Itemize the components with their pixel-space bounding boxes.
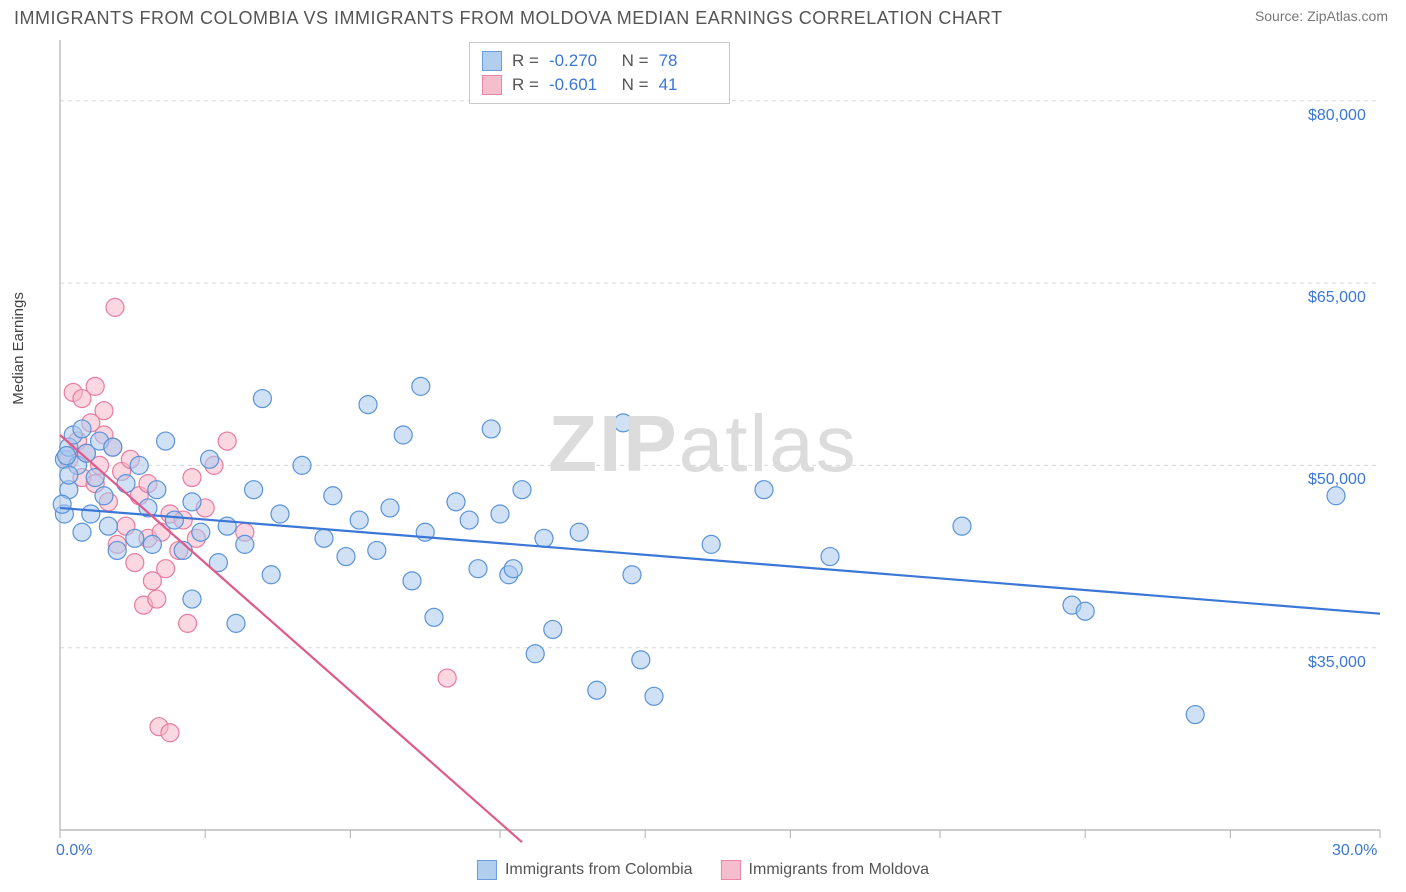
- source-attribution: Source: ZipAtlas.com: [1255, 8, 1388, 24]
- n-label: N =: [617, 73, 649, 97]
- legend-swatch: [477, 860, 497, 880]
- y-tick-label: $50,000: [1308, 471, 1366, 489]
- n-value: 41: [659, 73, 717, 97]
- legend-swatch: [721, 860, 741, 880]
- x-tick-label: 0.0%: [56, 842, 92, 860]
- n-label: N =: [617, 49, 649, 73]
- r-label: R =: [512, 73, 539, 97]
- series-swatch: [482, 51, 502, 71]
- legend-label: Immigrants from Colombia: [505, 861, 693, 879]
- r-label: R =: [512, 49, 539, 73]
- legend-item: Immigrants from Moldova: [721, 860, 930, 880]
- y-tick-label: $35,000: [1308, 654, 1366, 672]
- y-tick-label: $80,000: [1308, 107, 1366, 125]
- x-tick-label: 30.0%: [1332, 842, 1377, 860]
- chart-container: Median Earnings ZIPatlas $35,000$50,000$…: [14, 40, 1392, 882]
- series-legend: Immigrants from Colombia Immigrants from …: [477, 860, 929, 880]
- series-swatch: [482, 75, 502, 95]
- chart-title: IMMIGRANTS FROM COLOMBIA VS IMMIGRANTS F…: [14, 8, 1003, 29]
- correlation-stats-box: R = -0.270 N = 78R = -0.601 N = 41: [469, 42, 730, 104]
- r-value: -0.601: [549, 73, 607, 97]
- y-tick-label: $65,000: [1308, 289, 1366, 307]
- legend-item: Immigrants from Colombia: [477, 860, 693, 880]
- n-value: 78: [659, 49, 717, 73]
- scatter-plot: [14, 40, 1384, 870]
- stats-row: R = -0.270 N = 78: [482, 49, 717, 73]
- y-axis-label: Median Earnings: [10, 292, 27, 405]
- stats-row: R = -0.601 N = 41: [482, 73, 717, 97]
- r-value: -0.270: [549, 49, 607, 73]
- legend-label: Immigrants from Moldova: [749, 861, 930, 879]
